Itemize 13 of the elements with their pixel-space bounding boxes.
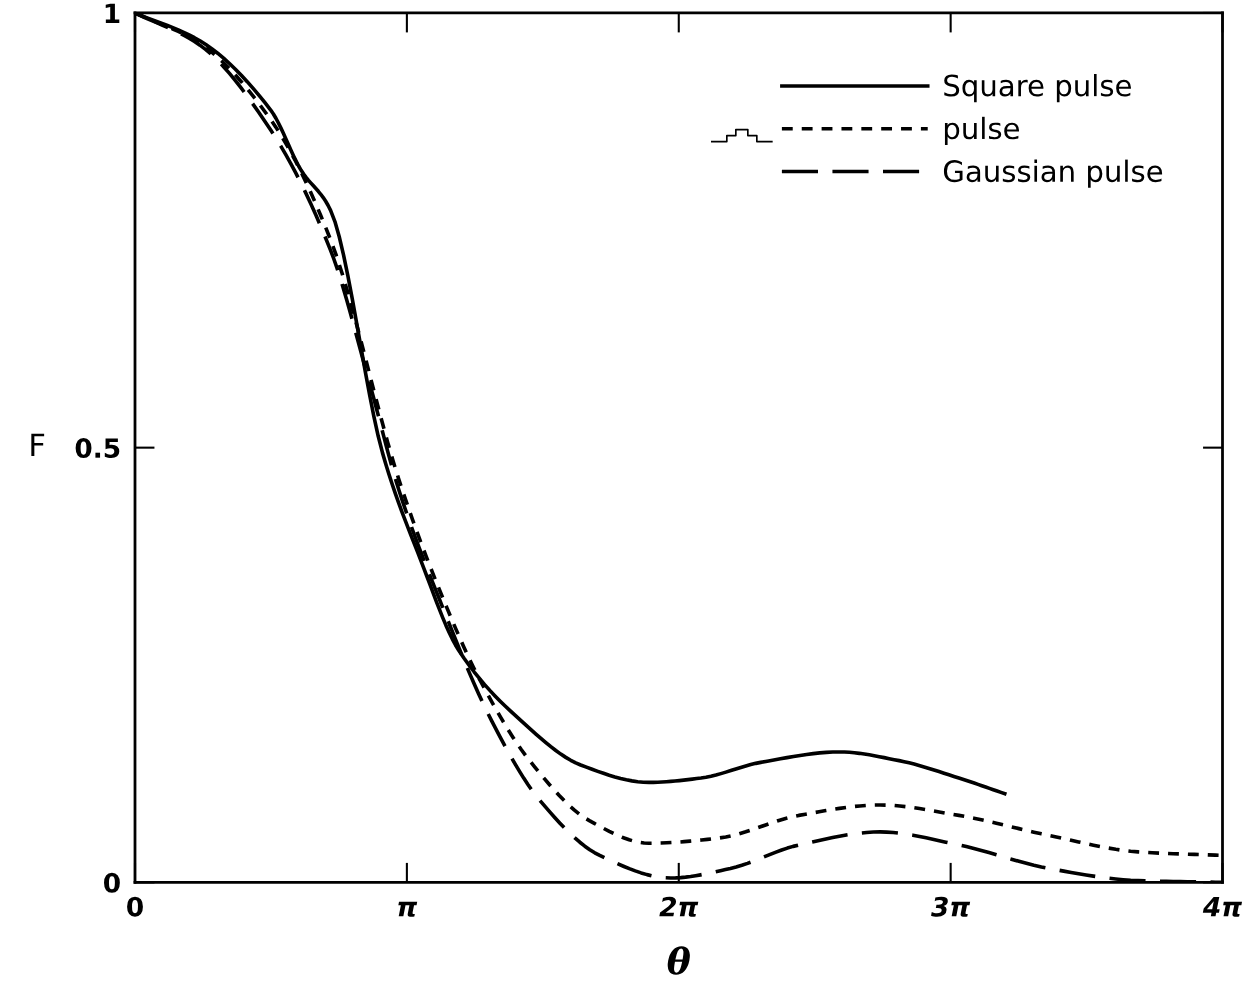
y-tick-label: 0	[104, 872, 120, 893]
y-axis-title: F	[31, 433, 45, 457]
legend-label: Gaussian pulse	[943, 159, 1163, 188]
legend-label: pulse	[944, 116, 1019, 146]
y-tick-label: 1	[105, 3, 120, 23]
x-tick-label: 3π	[931, 896, 971, 917]
x-tick-label: 2π	[659, 896, 699, 917]
y-tick-label: 0.5	[75, 438, 120, 459]
x-tick-label: 4π	[1202, 897, 1243, 917]
x-axis-title: θ	[667, 946, 690, 975]
x-tick-label: π	[398, 901, 418, 917]
legend-label: Square pulse	[944, 73, 1131, 103]
x-tick-label: 0	[127, 896, 143, 917]
